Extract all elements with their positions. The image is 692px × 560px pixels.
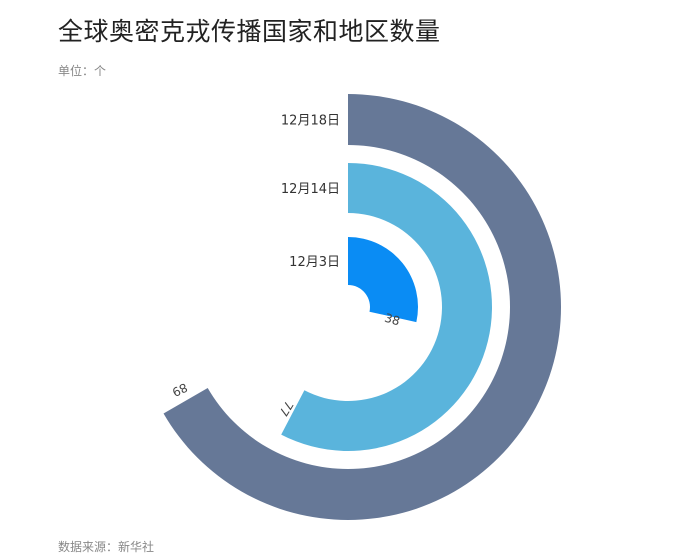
chart-title: 全球奥密克戎传播国家和地区数量 [58, 17, 441, 46]
bar-2 [163, 94, 561, 520]
value-label: 38 [383, 311, 402, 329]
source-label: 数据来源：新华社 [58, 540, 155, 554]
bar-1 [281, 163, 492, 451]
category-label: 12月14日 [281, 182, 340, 197]
category-label: 12月18日 [281, 114, 340, 129]
unit-label: 单位：个 [58, 64, 107, 78]
bar-0 [348, 237, 418, 323]
value-label: 77 [276, 398, 296, 418]
category-label: 12月3日 [289, 255, 340, 270]
value-label: 89 [170, 380, 190, 399]
